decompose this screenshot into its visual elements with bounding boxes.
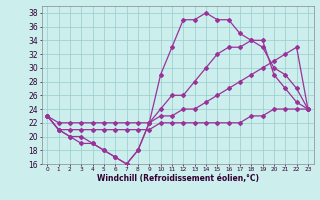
X-axis label: Windchill (Refroidissement éolien,°C): Windchill (Refroidissement éolien,°C)	[97, 174, 259, 183]
